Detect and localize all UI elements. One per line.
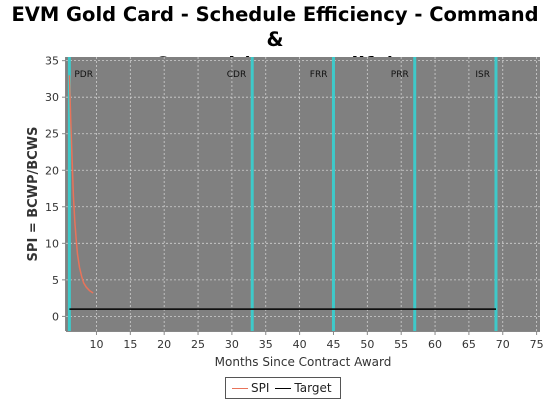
x-tick-label: 25: [191, 338, 205, 351]
plot-area: [66, 57, 540, 331]
chart-title-line-1: EVM Gold Card - Schedule Efficiency - Co…: [11, 3, 539, 51]
legend-label-target: Target: [294, 381, 332, 395]
legend-swatch-target: [275, 387, 292, 389]
x-tick-label: 75: [530, 338, 544, 351]
milestone-label-pdr: PDR: [74, 70, 93, 80]
y-tick-label: 30: [45, 91, 59, 104]
legend-item-spi: SPI: [230, 381, 269, 395]
milestone-label-isr: ISR: [475, 70, 490, 80]
y-tick-label: 15: [45, 201, 59, 214]
x-tick-label: 65: [462, 338, 476, 351]
x-tick-label: 45: [326, 338, 340, 351]
x-tick-label: 55: [394, 338, 408, 351]
y-tick-label: 5: [52, 274, 59, 287]
y-tick-label: 20: [45, 164, 59, 177]
y-tick-label: 0: [52, 310, 59, 323]
x-tick-label: 70: [496, 338, 510, 351]
x-tick-label: 20: [157, 338, 171, 351]
y-tick-label: 35: [45, 55, 59, 68]
milestone-label-frr: FRR: [310, 70, 328, 80]
x-tick-label: 40: [293, 338, 307, 351]
x-tick-label: 10: [89, 338, 103, 351]
x-tick-label: 50: [360, 338, 374, 351]
series-line-spi: [68, 75, 94, 294]
milestone-label-cdr: CDR: [227, 70, 246, 80]
y-tick-label: 10: [45, 237, 59, 250]
y-axis-title: SPI = BCWP/BCWS: [26, 127, 41, 262]
legend-item-target: Target: [273, 381, 332, 395]
legend-label-spi: SPI: [251, 381, 270, 395]
x-tick-label: 15: [123, 338, 137, 351]
milestone-label-prr: PRR: [391, 70, 409, 80]
x-tick-label: 60: [428, 338, 442, 351]
chart-legend: SPI Target: [225, 377, 341, 399]
y-tick-label: 25: [45, 128, 59, 141]
x-tick-label: 30: [225, 338, 239, 351]
legend-swatch-spi: [232, 387, 248, 389]
x-axis-title: Months Since Contract Award: [215, 355, 392, 369]
x-tick-label: 35: [259, 338, 273, 351]
